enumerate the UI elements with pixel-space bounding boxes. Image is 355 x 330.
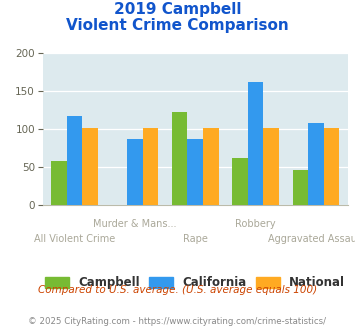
Bar (127, 139, 143, 205)
Bar (232, 157, 248, 205)
Text: Compared to U.S. average. (U.S. average equals 100): Compared to U.S. average. (U.S. average … (38, 285, 317, 295)
Bar (263, 128, 279, 205)
Text: 2019 Campbell: 2019 Campbell (114, 2, 241, 16)
Bar (143, 128, 158, 205)
Text: Rape: Rape (183, 234, 208, 244)
Legend: Campbell, California, National: Campbell, California, National (42, 273, 349, 293)
Bar (51, 161, 67, 205)
Bar (187, 139, 203, 205)
Text: All Violent Crime: All Violent Crime (34, 234, 115, 244)
Bar (324, 128, 339, 205)
Text: Murder & Mans...: Murder & Mans... (93, 219, 177, 229)
Bar (82, 128, 98, 205)
Bar (248, 82, 263, 205)
Text: © 2025 CityRating.com - https://www.cityrating.com/crime-statistics/: © 2025 CityRating.com - https://www.city… (28, 317, 327, 326)
Text: Aggravated Assault: Aggravated Assault (268, 234, 355, 244)
Text: Violent Crime Comparison: Violent Crime Comparison (66, 18, 289, 33)
Text: Robbery: Robbery (235, 219, 276, 229)
Bar (172, 112, 187, 205)
Bar (293, 170, 308, 205)
Bar (67, 116, 82, 205)
Bar (203, 128, 219, 205)
Bar (308, 123, 324, 205)
